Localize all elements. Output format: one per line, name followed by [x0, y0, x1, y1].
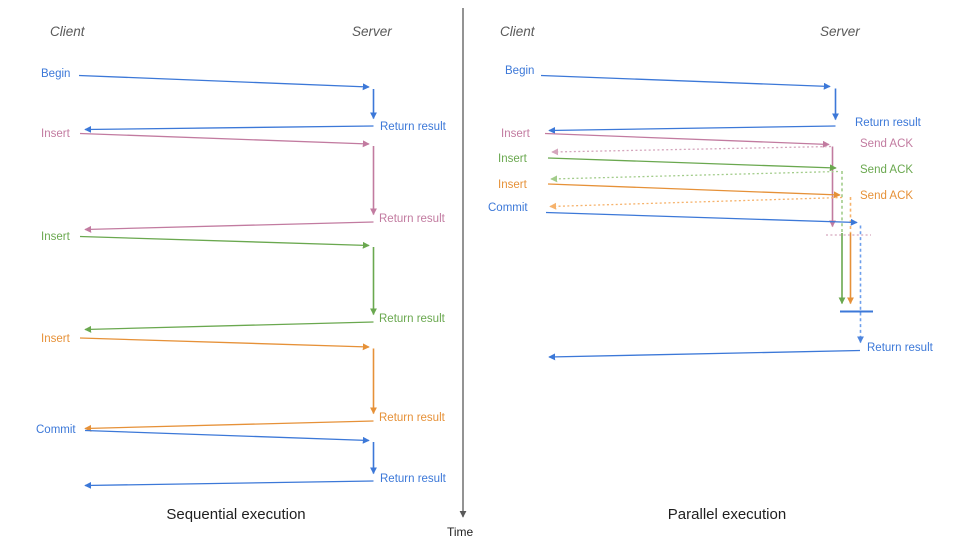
par-insert1-ack-arrow: [551, 145, 832, 156]
seq-insert3-label: Insert: [41, 333, 71, 345]
par-insert3-request-arrow: [547, 183, 841, 199]
par-return-result-label-final: Return result: [867, 342, 934, 354]
seq-return-result-label-5: Return result: [380, 473, 447, 485]
seq-insert1-return-arrow: [84, 221, 374, 233]
par-send-ack-label-2: Send ACK: [860, 164, 913, 176]
par-insert1-request-arrow: [544, 132, 830, 148]
par-commit-label: Commit: [488, 202, 528, 214]
seq-insert1-label: Insert: [41, 128, 71, 140]
par-insert1-label: Insert: [501, 128, 531, 140]
sequential-title: Sequential execution: [166, 506, 305, 523]
seq-insert3-request-arrow: [79, 337, 370, 351]
par-send-ack-label-1: Send ACK: [860, 138, 913, 150]
seq-commit-return-arrow: [84, 480, 374, 489]
par-server-header: Server: [820, 24, 860, 39]
par-insert2-ack-arrow: [550, 170, 839, 183]
time-axis: Time: [447, 8, 474, 539]
par-send-ack-label-3: Send ACK: [860, 190, 913, 202]
seq-return-result-label-3: Return result: [379, 313, 446, 325]
seq-insert1-request-arrow: [79, 132, 370, 148]
seq-return-result-label-2: Return result: [379, 213, 446, 225]
parallel-panel: Client Server Begin Return result Insert…: [488, 24, 934, 523]
seq-insert3-return-arrow: [84, 420, 374, 432]
sequential-panel: Client Server Begin Return result Insert…: [36, 24, 447, 523]
par-return-result-label-begin: Return result: [855, 117, 922, 129]
par-insert2-request-arrow: [547, 157, 837, 172]
seq-begin-return-arrow: [84, 125, 374, 133]
par-commit-return-arrow: [548, 349, 861, 361]
seq-insert2-request-arrow: [79, 235, 370, 249]
seq-begin-label: Begin: [41, 68, 70, 80]
seq-commit-request-arrow: [84, 429, 370, 444]
par-insert3-ack-arrow: [549, 196, 843, 210]
seq-commit-label: Commit: [36, 424, 76, 436]
seq-begin-request-arrow: [78, 74, 370, 91]
par-commit-request-arrow: [545, 211, 858, 226]
seq-insert2-return-arrow: [84, 321, 374, 333]
par-begin-label: Begin: [505, 65, 534, 77]
parallel-title: Parallel execution: [668, 506, 786, 523]
seq-return-result-label-1: Return result: [380, 121, 447, 133]
par-insert3-label: Insert: [498, 179, 528, 191]
seq-server-header: Server: [352, 24, 392, 39]
par-client-header: Client: [500, 24, 536, 39]
par-begin-request-arrow: [540, 74, 831, 90]
time-axis-label: Time: [447, 525, 474, 539]
seq-insert2-label: Insert: [41, 231, 71, 243]
seq-client-header: Client: [50, 24, 86, 39]
par-insert2-label: Insert: [498, 153, 528, 165]
par-begin-return-arrow: [548, 125, 836, 134]
seq-return-result-label-4: Return result: [379, 412, 446, 424]
